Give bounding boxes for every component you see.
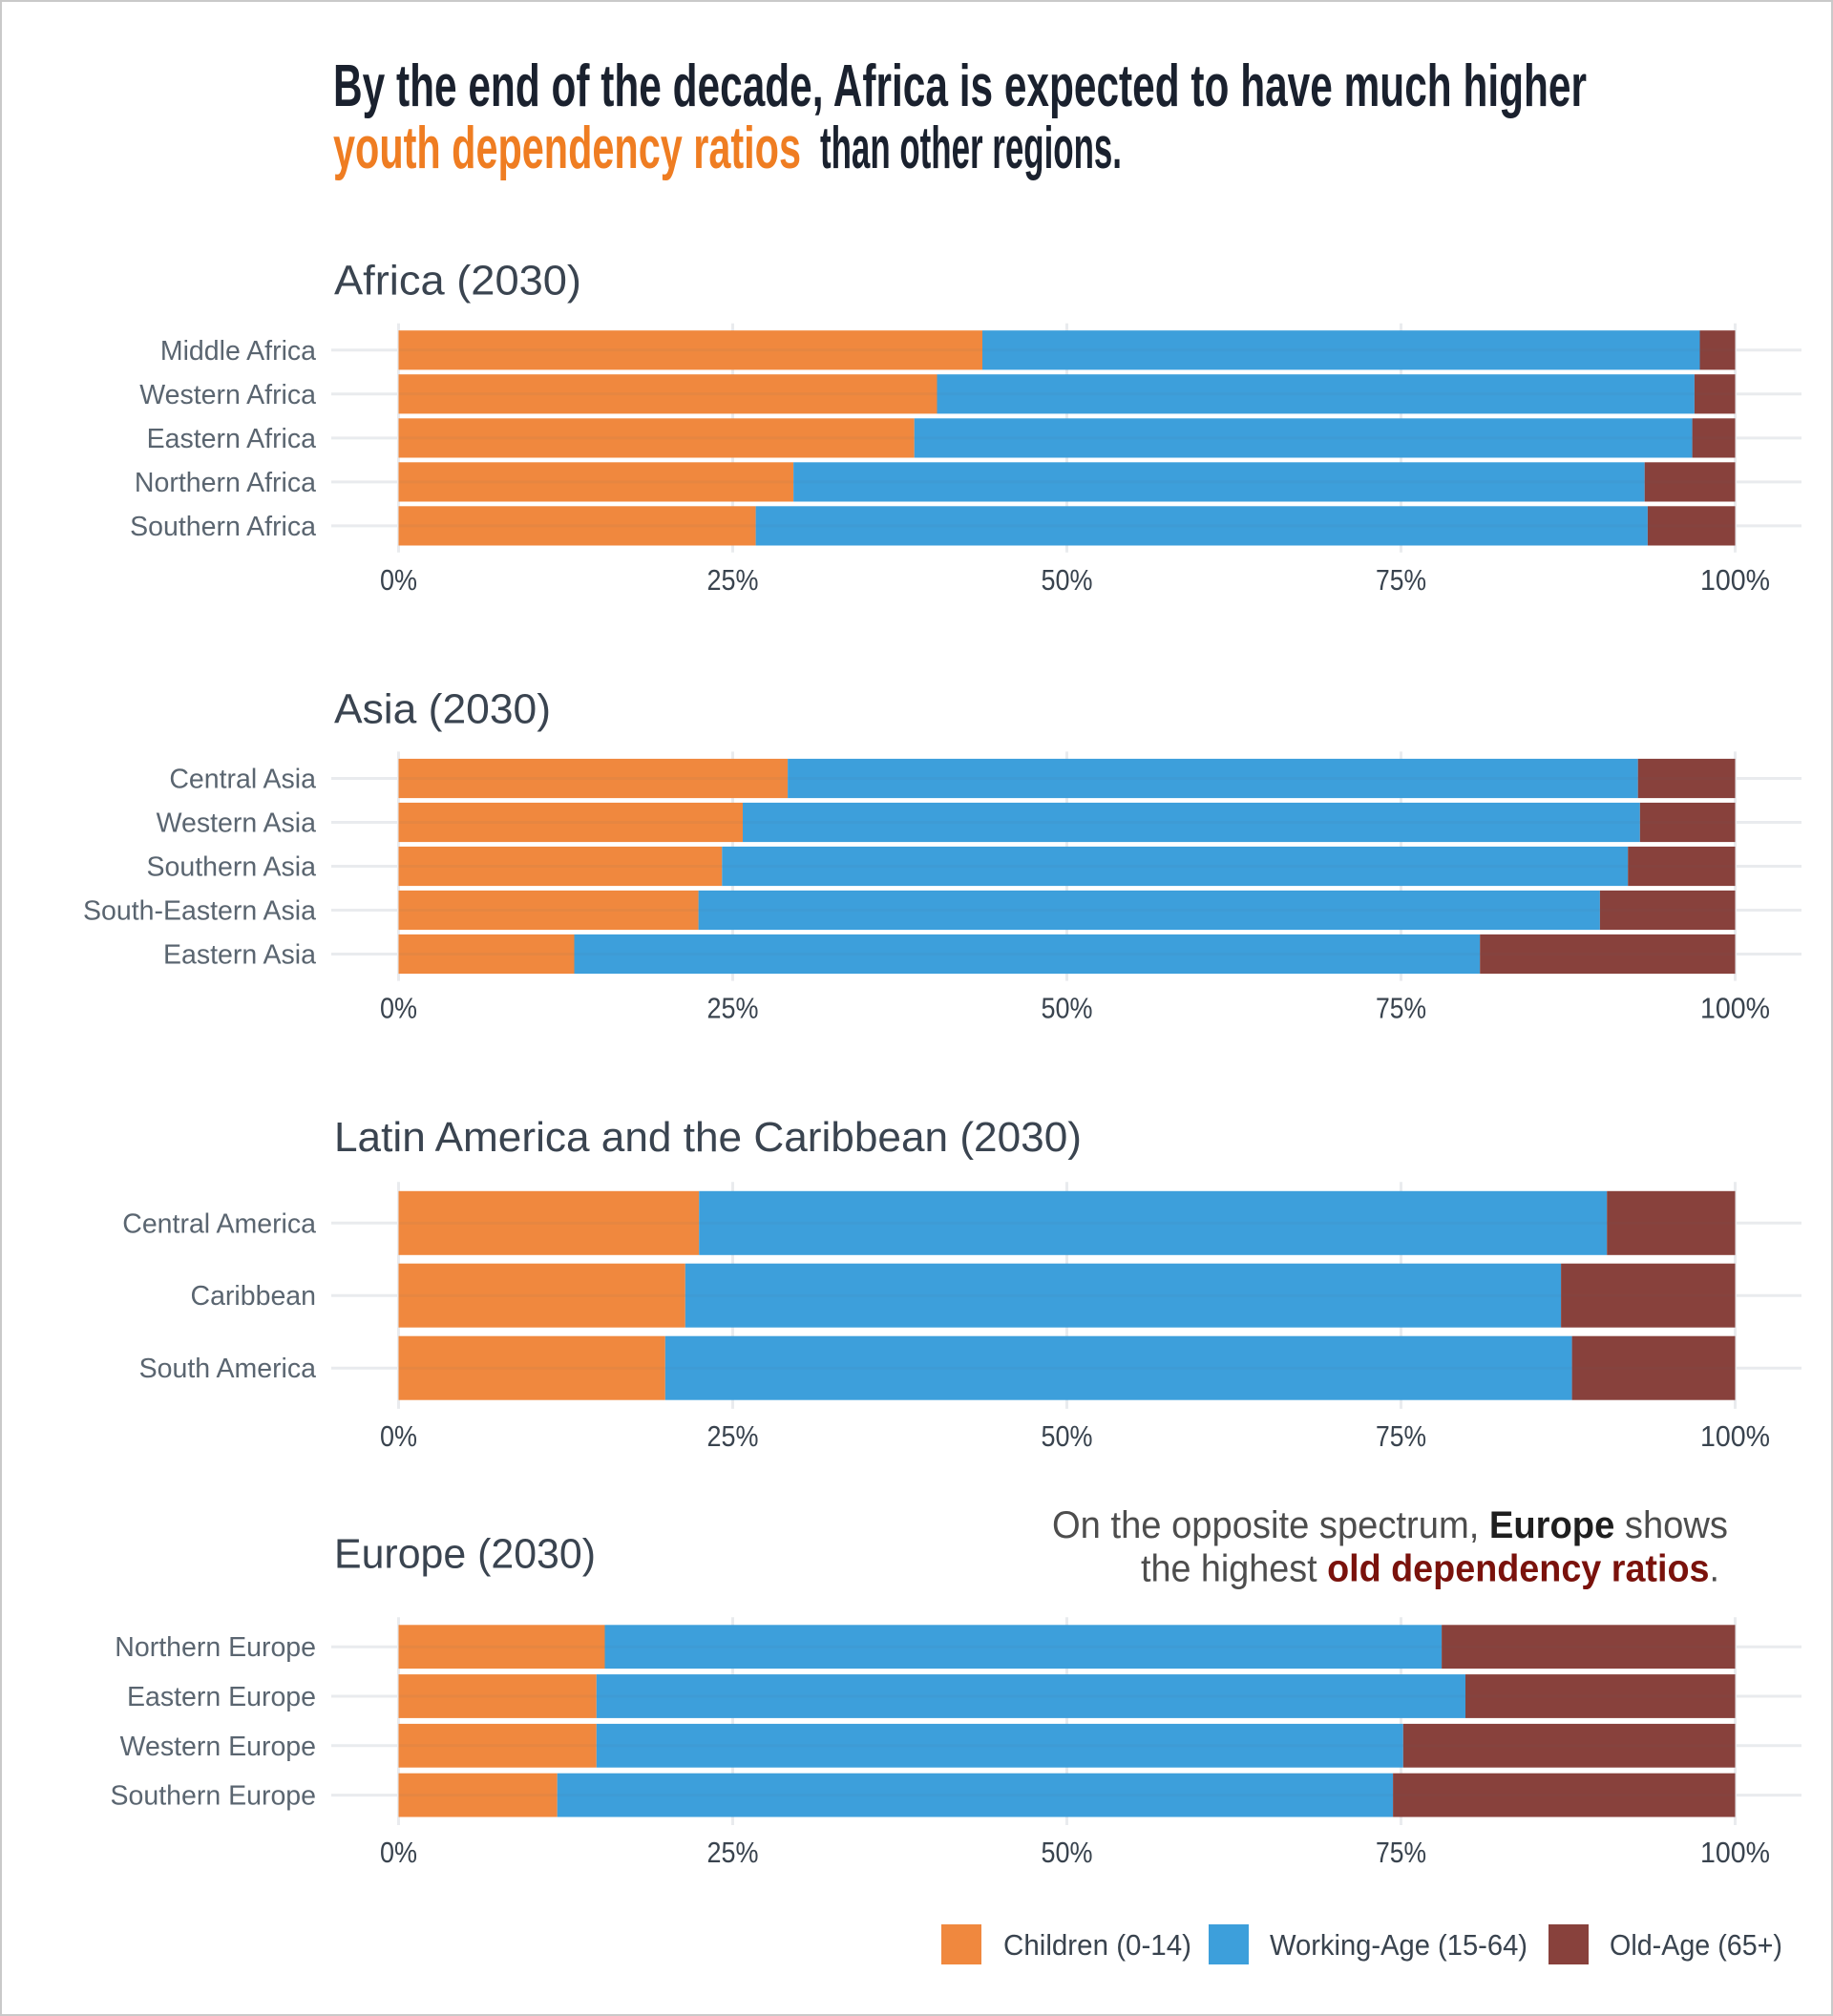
svg-text:0%: 0% — [380, 992, 417, 1025]
svg-text:75%: 75% — [1376, 1836, 1426, 1869]
svg-text:100%: 100% — [1700, 1836, 1770, 1869]
svg-text:Latin America and the Caribbea: Latin America and the Caribbean (2030) — [334, 1114, 1082, 1161]
svg-text:0%: 0% — [380, 563, 417, 597]
svg-text:100%: 100% — [1700, 992, 1770, 1025]
svg-text:Children (0-14): Children (0-14) — [1003, 1928, 1191, 1962]
svg-text:50%: 50% — [1042, 992, 1093, 1025]
svg-text:Western Asia: Western Asia — [157, 808, 317, 839]
svg-text:Europe (2030): Europe (2030) — [334, 1530, 596, 1577]
svg-text:50%: 50% — [1042, 563, 1093, 597]
svg-text:South-Eastern Asia: South-Eastern Asia — [83, 896, 316, 927]
svg-text:0%: 0% — [380, 1836, 417, 1869]
svg-text:100%: 100% — [1700, 563, 1770, 597]
svg-text:Western Africa: Western Africa — [139, 380, 316, 410]
svg-text:25%: 25% — [707, 992, 759, 1025]
svg-text:Eastern Asia: Eastern Asia — [163, 940, 316, 971]
svg-text:100%: 100% — [1700, 1419, 1770, 1453]
svg-text:50%: 50% — [1042, 1836, 1093, 1869]
svg-text:75%: 75% — [1376, 563, 1426, 597]
svg-text:Southern Europe: Southern Europe — [111, 1781, 317, 1812]
svg-text:the highest old dependency rat: the highest old dependency ratios. — [1141, 1548, 1719, 1590]
svg-text:75%: 75% — [1376, 992, 1426, 1025]
svg-text:Asia (2030): Asia (2030) — [334, 685, 551, 732]
svg-text:Eastern Europe: Eastern Europe — [127, 1682, 316, 1712]
svg-text:Middle Africa: Middle Africa — [160, 336, 316, 367]
svg-text:Working-Age (15-64): Working-Age (15-64) — [1270, 1928, 1528, 1962]
svg-text:25%: 25% — [707, 563, 759, 597]
svg-text:Central America: Central America — [122, 1208, 316, 1239]
svg-text:South America: South America — [139, 1354, 316, 1384]
svg-text:than other regions.: than other regions. — [820, 116, 1122, 181]
svg-text:Old-Age (65+): Old-Age (65+) — [1610, 1928, 1782, 1962]
svg-text:Africa (2030): Africa (2030) — [334, 257, 581, 304]
svg-text:Western Europe: Western Europe — [120, 1732, 316, 1762]
svg-text:Southern Africa: Southern Africa — [130, 512, 316, 542]
svg-text:Eastern Africa: Eastern Africa — [147, 424, 317, 454]
svg-text:Northern Europe: Northern Europe — [115, 1632, 316, 1663]
svg-text:By the end of the decade, Afri: By the end of the decade, Africa is expe… — [333, 53, 1587, 119]
svg-text:25%: 25% — [707, 1836, 759, 1869]
svg-text:0%: 0% — [380, 1419, 417, 1453]
svg-text:Northern Africa: Northern Africa — [135, 468, 316, 498]
svg-text:50%: 50% — [1042, 1419, 1093, 1453]
svg-text:youth dependency ratios: youth dependency ratios — [333, 116, 801, 181]
svg-text:Southern Asia: Southern Asia — [147, 852, 317, 883]
svg-text:25%: 25% — [707, 1419, 759, 1453]
svg-text:Caribbean: Caribbean — [190, 1281, 316, 1312]
svg-text:75%: 75% — [1376, 1419, 1426, 1453]
svg-text:Central Asia: Central Asia — [169, 765, 316, 795]
svg-text:On the opposite spectrum, Euro: On the opposite spectrum, Europe shows — [1052, 1504, 1728, 1546]
